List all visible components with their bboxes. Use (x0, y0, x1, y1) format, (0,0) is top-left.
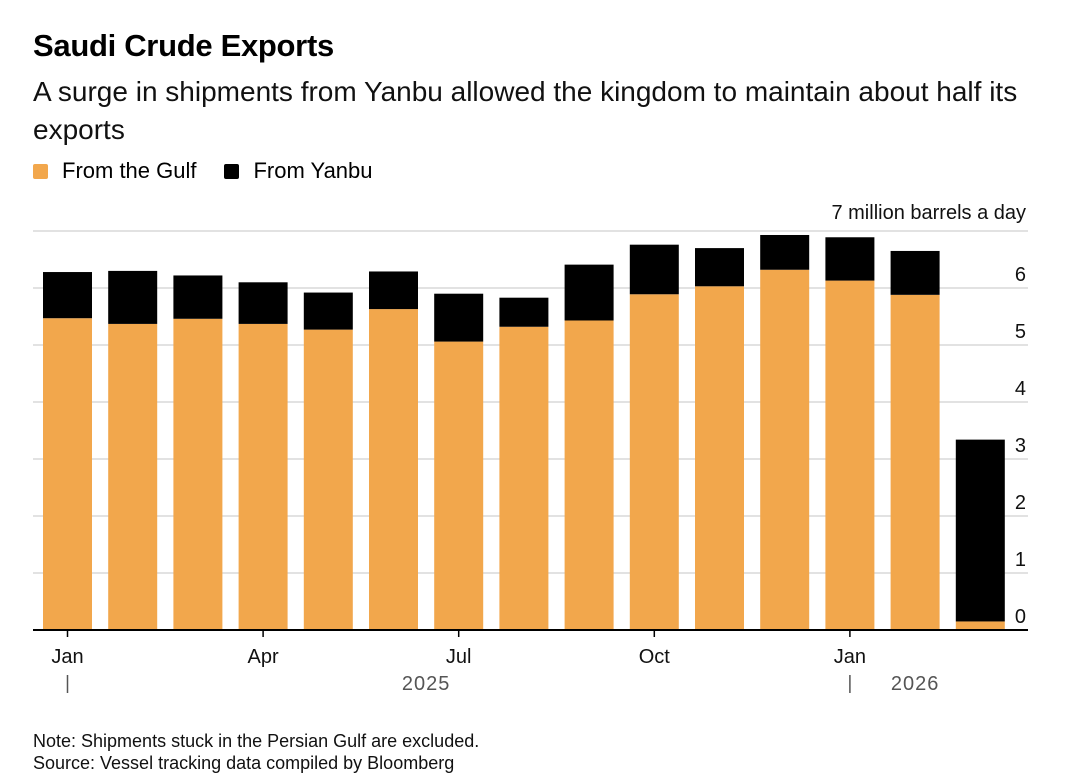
legend: From the Gulf From Yanbu (33, 158, 401, 184)
chart-subtitle: A surge in shipments from Yanbu allowed … (33, 76, 1018, 145)
bar-from-gulf (955, 621, 1005, 630)
bar-from-gulf (108, 323, 158, 630)
bar-from-yanbu (43, 272, 92, 319)
bar-from-gulf (173, 318, 223, 630)
y-tick-label: 3 (1015, 435, 1026, 457)
bar-from-yanbu (303, 292, 353, 330)
bar-from-yanbu (890, 250, 940, 295)
bar-from-yanbu (434, 293, 484, 342)
footnotes: Note: Shipments stuck in the Persian Gul… (33, 730, 479, 774)
bar-from-yanbu (238, 282, 288, 324)
bar-from-yanbu (173, 275, 223, 319)
bar-from-gulf (499, 326, 549, 630)
legend-swatch-yanbu (224, 163, 240, 179)
bar-from-gulf (890, 294, 940, 630)
bar-from-yanbu (955, 439, 1005, 622)
y-tick-label: 4 (1015, 378, 1026, 400)
bar-from-gulf (760, 269, 810, 630)
y-tick-label: 6 (1015, 264, 1026, 286)
bar-from-gulf (369, 309, 418, 630)
bar-from-gulf (238, 323, 288, 630)
bar-from-yanbu (499, 297, 549, 327)
bar-from-yanbu (825, 237, 875, 281)
y-tick-label: 1 (1015, 549, 1026, 571)
y-axis-unit-label: 7 million barrels a day (831, 202, 1026, 224)
note-text: Note: Shipments stuck in the Persian Gul… (33, 731, 480, 751)
x-tick-label: Oct (639, 646, 671, 668)
legend-item-yanbu: From Yanbu (224, 158, 373, 184)
x-tick-label: Jan (834, 646, 866, 668)
bar-from-gulf (564, 320, 614, 630)
legend-item-gulf: From the Gulf (33, 158, 196, 184)
bar-from-yanbu (369, 271, 418, 310)
legend-swatch-gulf (33, 163, 48, 179)
bar-from-yanbu (629, 244, 679, 295)
bar-from-gulf (629, 294, 679, 630)
x-tick-label: Jan (51, 646, 83, 668)
bar-from-yanbu (564, 264, 614, 321)
legend-label-gulf: From the Gulf (62, 158, 197, 183)
year-label: 2025 (402, 673, 451, 695)
bar-from-yanbu (695, 248, 744, 287)
bar-from-gulf (434, 341, 484, 630)
bar-from-gulf (303, 329, 353, 630)
stacked-bar-chart: 7 million barrels a day 0 1 2 3 4 5 6 Jan Apr Jul O… (33, 202, 1028, 695)
source-text: Source: Vessel tracking data compiled by… (33, 753, 455, 773)
year-label: 2026 (891, 673, 940, 695)
x-tick-label: Apr (248, 646, 279, 668)
y-tick-label: 0 (1015, 606, 1026, 628)
bar-from-gulf (695, 286, 744, 630)
bar-from-yanbu (760, 234, 810, 270)
y-tick-label: 2 (1015, 492, 1026, 514)
bar-from-gulf (825, 280, 875, 630)
x-tick-label: Jul (446, 646, 472, 668)
bar-from-yanbu (108, 270, 158, 324)
bar-from-gulf (43, 318, 92, 630)
y-tick-label: 5 (1015, 321, 1026, 343)
legend-label-yanbu: From Yanbu (253, 158, 373, 183)
chart-title: Saudi Crude Exports (33, 28, 334, 63)
